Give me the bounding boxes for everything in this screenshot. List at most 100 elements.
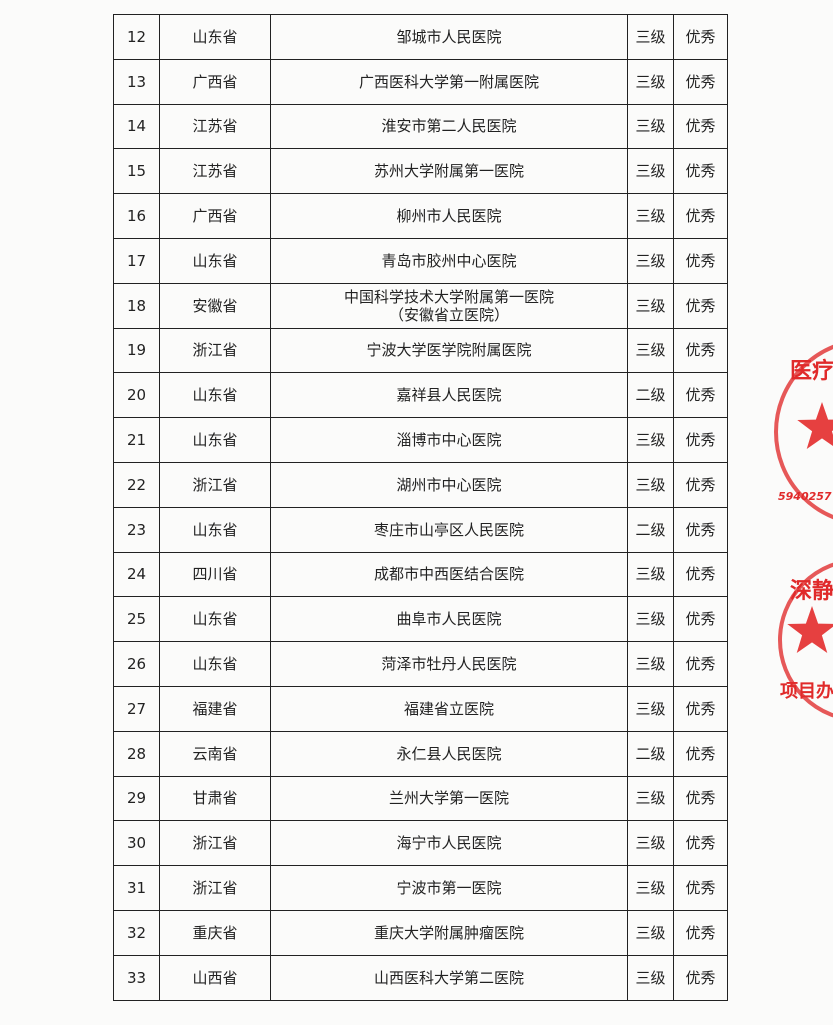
table-row: 18 安徽省 中国科学技术大学附属第一医院 （安徽省立医院） 三级 优秀 — [114, 283, 727, 329]
province-text: 山东省 — [192, 251, 238, 270]
cell-hospital: 青岛市胶州中心医院 — [271, 238, 628, 283]
hospital-text: 宁波市第一医院 — [396, 879, 502, 898]
province-text: 浙江省 — [192, 879, 238, 898]
cell-no: 20 — [114, 373, 160, 418]
no-text: 19 — [126, 341, 147, 360]
no-text: 28 — [126, 744, 147, 763]
hospital-text: 兰州大学第一医院 — [388, 789, 509, 808]
cell-rating: 优秀 — [674, 60, 727, 104]
cell-hospital: 福建省立医院 — [271, 686, 628, 731]
rating-text: 优秀 — [685, 744, 716, 763]
cell-level: 三级 — [628, 686, 674, 731]
cell-rating: 优秀 — [674, 732, 727, 776]
table-row: 19 浙江省 宁波大学医学院附属医院 三级 优秀 — [114, 328, 727, 374]
table-row: 14 江苏省 淮安市第二人民医院 三级 优秀 — [114, 104, 727, 150]
cell-level: 三级 — [628, 283, 674, 328]
level-text: 三级 — [635, 251, 666, 270]
rating-text: 优秀 — [685, 296, 716, 315]
cell-province: 安徽省 — [160, 283, 271, 328]
level-text: 三级 — [635, 699, 666, 718]
hospital-text: 山西医科大学第二医院 — [373, 968, 524, 987]
cell-rating: 优秀 — [674, 463, 727, 507]
no-text: 29 — [126, 789, 147, 808]
hospital-text: 嘉祥县人民医院 — [396, 386, 502, 405]
cell-hospital: 湖州市中心医院 — [271, 462, 628, 507]
no-text: 33 — [126, 968, 147, 987]
rating-text: 优秀 — [685, 520, 716, 539]
cell-hospital: 菏泽市牡丹人民医院 — [271, 642, 628, 686]
cell-level: 三级 — [628, 552, 674, 597]
cell-rating: 优秀 — [674, 597, 727, 641]
level-text: 三级 — [635, 565, 666, 584]
cell-hospital: 曲阜市人民医院 — [271, 597, 628, 642]
cell-province: 山东省 — [160, 507, 271, 552]
hospital-text: 苏州大学附属第一医院 — [373, 162, 524, 181]
province-text: 山东省 — [192, 431, 238, 450]
cell-no: 19 — [114, 328, 160, 373]
no-text: 21 — [126, 431, 147, 450]
cell-hospital: 宁波市第一医院 — [271, 866, 628, 910]
rating-text: 优秀 — [685, 789, 716, 808]
table-row: 26 山东省 菏泽市牡丹人民医院 三级 优秀 — [114, 642, 727, 687]
rating-text: 优秀 — [685, 834, 716, 853]
table-row: 17 山东省 青岛市胶州中心医院 三级 优秀 — [114, 238, 727, 284]
province-text: 山西省 — [192, 968, 238, 987]
cell-level: 三级 — [628, 59, 674, 104]
rating-text: 优秀 — [685, 968, 716, 987]
cell-rating: 优秀 — [674, 239, 727, 283]
province-text: 山东省 — [192, 655, 238, 674]
cell-rating: 优秀 — [674, 956, 727, 1000]
cell-province: 四川省 — [160, 552, 271, 597]
province-text: 山东省 — [192, 386, 238, 405]
rating-text: 优秀 — [685, 117, 716, 136]
stamp-star — [797, 402, 833, 450]
cell-rating: 优秀 — [674, 284, 727, 328]
cell-province: 重庆省 — [160, 910, 271, 955]
hospital-text: 宁波大学医学院附属医院 — [366, 341, 532, 360]
cell-level: 三级 — [628, 462, 674, 507]
province-text: 甘肃省 — [192, 789, 238, 808]
level-text: 三级 — [635, 341, 666, 360]
cell-level: 三级 — [628, 866, 674, 910]
cell-no: 12 — [114, 15, 160, 59]
hospital-note: （安徽省立医院） — [388, 305, 509, 324]
hospital-text: 菏泽市牡丹人民医院 — [381, 655, 517, 674]
rating-text: 优秀 — [685, 341, 716, 360]
level-text: 三级 — [635, 789, 666, 808]
cell-rating: 优秀 — [674, 373, 727, 417]
cell-province: 甘肃省 — [160, 776, 271, 821]
cell-rating: 优秀 — [674, 105, 727, 149]
cell-no: 31 — [114, 866, 160, 910]
cell-rating: 优秀 — [674, 418, 727, 462]
cell-rating: 优秀 — [674, 777, 727, 821]
cell-level: 三级 — [628, 776, 674, 821]
cell-no: 21 — [114, 418, 160, 462]
cell-rating: 优秀 — [674, 642, 727, 686]
cell-level: 三级 — [628, 955, 674, 1000]
level-text: 三级 — [635, 879, 666, 898]
province-text: 福建省 — [192, 699, 238, 718]
cell-level: 三级 — [628, 104, 674, 149]
cell-no: 28 — [114, 731, 160, 776]
stamp-top-text: 医疗 — [790, 358, 833, 384]
level-text: 三级 — [635, 27, 666, 46]
no-text: 17 — [126, 251, 147, 270]
province-text: 江苏省 — [192, 162, 238, 181]
cell-province: 江苏省 — [160, 149, 271, 194]
table-row: 15 江苏省 苏州大学附属第一医院 三级 优秀 — [114, 149, 727, 195]
cell-hospital: 淮安市第二人民医院 — [271, 104, 628, 149]
rating-text: 优秀 — [685, 386, 716, 405]
table-row: 21 山东省 淄博市中心医院 三级 优秀 — [114, 418, 727, 463]
level-text: 三级 — [635, 72, 666, 91]
province-text: 山东省 — [192, 610, 238, 629]
table-row: 30 浙江省 海宁市人民医院 三级 优秀 — [114, 821, 727, 867]
hospital-text: 成都市中西医结合医院 — [373, 565, 524, 584]
hospital-text: 枣庄市山亭区人民医院 — [373, 520, 524, 539]
cell-province: 山东省 — [160, 15, 271, 59]
cell-rating: 优秀 — [674, 329, 727, 373]
cell-rating: 优秀 — [674, 687, 727, 731]
no-text: 22 — [126, 475, 147, 494]
cell-province: 山东省 — [160, 238, 271, 283]
cell-rating: 优秀 — [674, 194, 727, 238]
